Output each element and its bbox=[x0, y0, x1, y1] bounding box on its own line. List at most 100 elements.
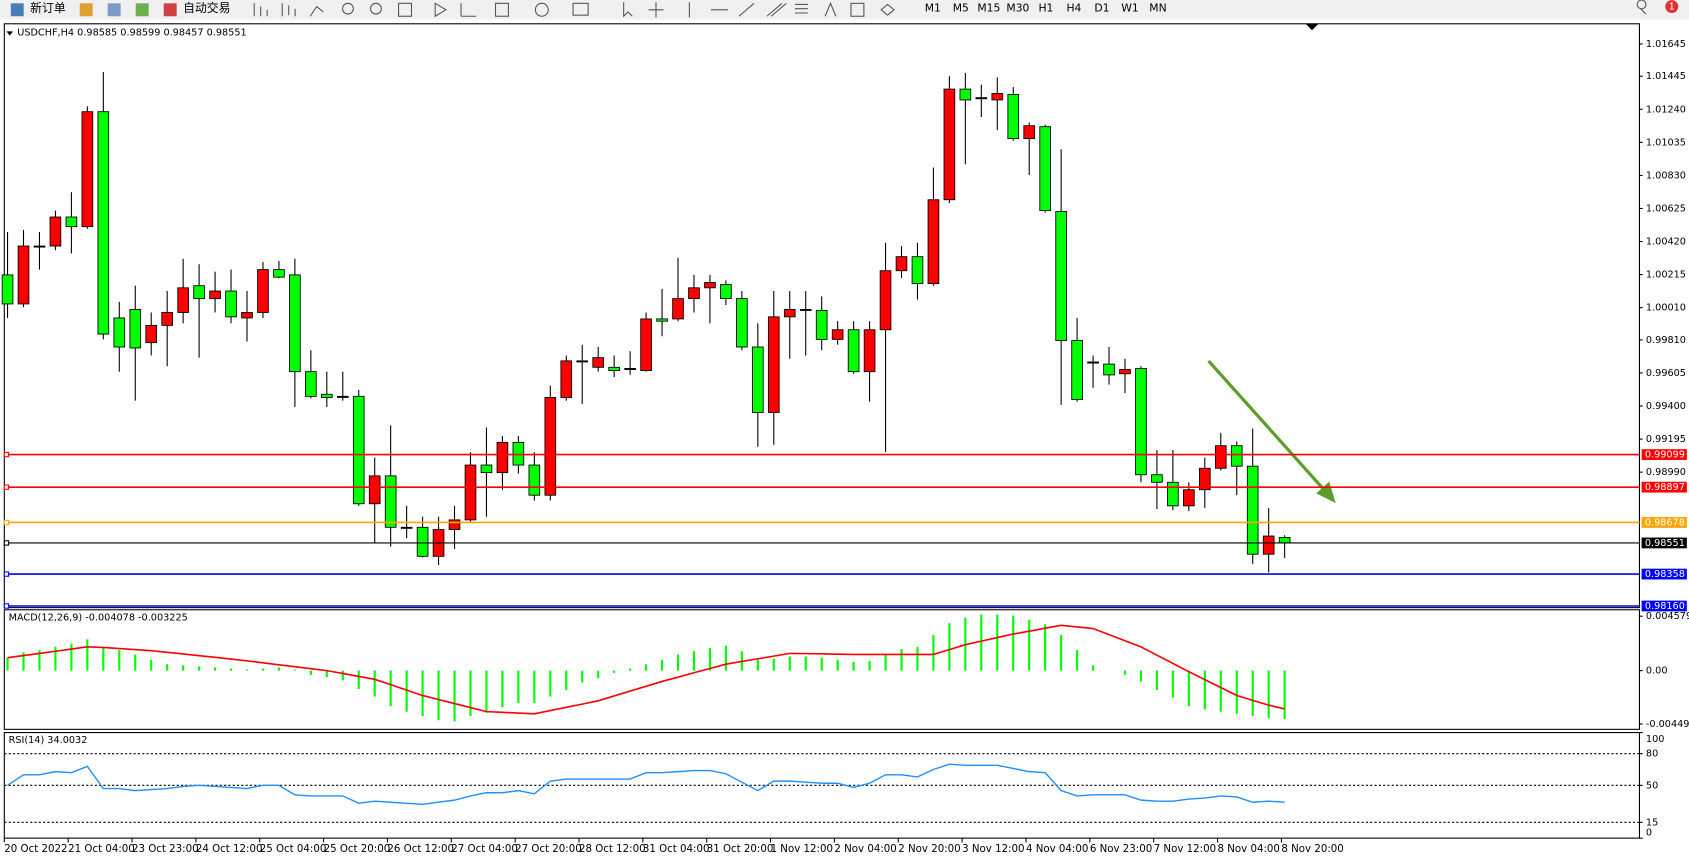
candle-body bbox=[592, 357, 605, 368]
timeframe-button[interactable]: W1 bbox=[1121, 2, 1139, 15]
candle-chart-icon[interactable] bbox=[281, 3, 296, 17]
candle-body bbox=[783, 308, 796, 318]
candle-body bbox=[17, 245, 30, 305]
price-label-bg bbox=[1641, 449, 1687, 460]
x-tick-label: 24 Oct 12:00 bbox=[196, 844, 263, 855]
tool-icon[interactable] bbox=[135, 3, 149, 17]
periods-icon[interactable] bbox=[534, 2, 549, 17]
candle-body bbox=[81, 111, 94, 228]
candle-body bbox=[1230, 445, 1243, 467]
timeframe-button[interactable]: M15 bbox=[977, 2, 1000, 15]
candle-body bbox=[1071, 340, 1083, 400]
candle-body bbox=[576, 360, 589, 363]
candle-body bbox=[464, 464, 477, 521]
auto-trading-icon[interactable] bbox=[163, 3, 177, 17]
candle-body bbox=[911, 256, 924, 285]
zoom-out-icon[interactable] bbox=[370, 2, 382, 15]
crosshair-icon[interactable] bbox=[648, 2, 664, 18]
zoom-in-icon[interactable] bbox=[342, 2, 354, 15]
symbol-menu[interactable] bbox=[6, 31, 13, 36]
y-tick-label: 0.99400 bbox=[1646, 401, 1686, 412]
trendline-icon[interactable] bbox=[738, 2, 755, 17]
bar-chart-icon[interactable] bbox=[253, 3, 268, 17]
price-label-bg bbox=[1641, 481, 1687, 493]
y-tick-label: 0.99605 bbox=[1646, 368, 1686, 379]
timeframe-button[interactable]: H1 bbox=[1038, 2, 1053, 15]
indicators-icon[interactable] bbox=[494, 2, 509, 17]
y-tick-label: 1.00215 bbox=[1646, 270, 1686, 281]
timeframe-button[interactable]: M30 bbox=[1006, 2, 1029, 15]
new-order-button[interactable]: 新订单 bbox=[30, 1, 66, 15]
y-tick-label: 80 bbox=[1646, 749, 1658, 760]
templates-icon[interactable] bbox=[572, 2, 589, 16]
timeframe-button[interactable]: MN bbox=[1149, 2, 1166, 15]
price-label-bg bbox=[1641, 537, 1687, 549]
candle-body bbox=[1007, 94, 1020, 140]
price-label: 0.98897 bbox=[1645, 482, 1685, 493]
new-order-icon[interactable] bbox=[10, 3, 24, 17]
y-tick-label: 1.00625 bbox=[1646, 203, 1686, 214]
timeframe-button[interactable]: M5 bbox=[953, 2, 969, 15]
x-tick-label: 31 Oct 04:00 bbox=[643, 844, 710, 855]
x-tick-label: 1 Nov 12:00 bbox=[771, 844, 833, 855]
candle-body bbox=[704, 282, 716, 289]
candle-body bbox=[799, 308, 812, 311]
candle-body bbox=[927, 199, 940, 285]
candle-body bbox=[672, 298, 684, 320]
tool-icon[interactable] bbox=[79, 3, 93, 17]
notification-badge[interactable] bbox=[1665, 0, 1679, 14]
auto-trading-button[interactable]: 自动交易 bbox=[183, 1, 230, 15]
shift-icon[interactable] bbox=[460, 3, 477, 17]
tile-icon[interactable] bbox=[398, 2, 413, 17]
candle-body bbox=[1214, 445, 1227, 469]
timeframe-button[interactable]: D1 bbox=[1094, 2, 1109, 15]
badge-count: 1 bbox=[1669, 2, 1675, 13]
candle-body bbox=[1183, 489, 1195, 507]
line-chart-icon[interactable] bbox=[309, 5, 324, 17]
tool-icons bbox=[253, 0, 1647, 18]
y-tick-label: 0.004579 bbox=[1646, 611, 1689, 622]
text-icon[interactable] bbox=[824, 1, 837, 17]
candle-body bbox=[1087, 361, 1099, 364]
timeframe-button[interactable]: M1 bbox=[925, 2, 941, 15]
y-tick-label: 1.00830 bbox=[1646, 170, 1686, 181]
y-tick-label: 0.99810 bbox=[1646, 335, 1686, 346]
y-tick-label: -0.004491 bbox=[1646, 719, 1689, 730]
candle-body bbox=[273, 269, 285, 278]
candle-body bbox=[352, 395, 365, 505]
candle-body bbox=[97, 111, 110, 335]
candle-body bbox=[1198, 467, 1211, 491]
y-tick-label: 1.00420 bbox=[1646, 237, 1686, 248]
search-icon[interactable] bbox=[1636, 0, 1647, 15]
level-handle bbox=[3, 603, 10, 609]
candle-body bbox=[1167, 481, 1179, 507]
label-icon[interactable] bbox=[850, 2, 865, 17]
cursor-icon[interactable] bbox=[623, 2, 633, 18]
arrows-icon[interactable] bbox=[880, 3, 895, 16]
x-tick-label: 21 Oct 04:00 bbox=[68, 844, 135, 855]
candle-body bbox=[1135, 368, 1147, 476]
candle-body bbox=[225, 290, 237, 318]
y-tick-label: 1.00010 bbox=[1646, 303, 1686, 314]
candle-body bbox=[305, 371, 317, 397]
timeframe-button[interactable]: H4 bbox=[1066, 2, 1081, 15]
channel-icon[interactable] bbox=[766, 2, 787, 17]
scroll-icon[interactable] bbox=[434, 2, 447, 18]
price-label-bg bbox=[1641, 517, 1687, 528]
candle-body bbox=[1103, 363, 1115, 376]
toolbar: 新订单 自动交易 bbox=[0, 0, 1689, 20]
x-tick-label: 26 Oct 12:00 bbox=[387, 844, 454, 855]
y-tick-label: 1.01240 bbox=[1646, 104, 1686, 115]
fibo-icon[interactable] bbox=[794, 3, 808, 14]
candle-body bbox=[688, 287, 700, 300]
candle-body bbox=[975, 97, 988, 100]
x-tick-label: 25 Oct 20:00 bbox=[324, 844, 391, 855]
tool-icon[interactable] bbox=[107, 3, 121, 17]
candle-body bbox=[1262, 535, 1275, 555]
x-tick-label: 31 Oct 20:00 bbox=[707, 844, 774, 855]
x-tick-label: 7 Nov 12:00 bbox=[1154, 844, 1216, 855]
candle-body bbox=[895, 256, 908, 272]
candle-body bbox=[608, 366, 620, 371]
x-tick-label: 23 Oct 23:00 bbox=[132, 844, 199, 855]
